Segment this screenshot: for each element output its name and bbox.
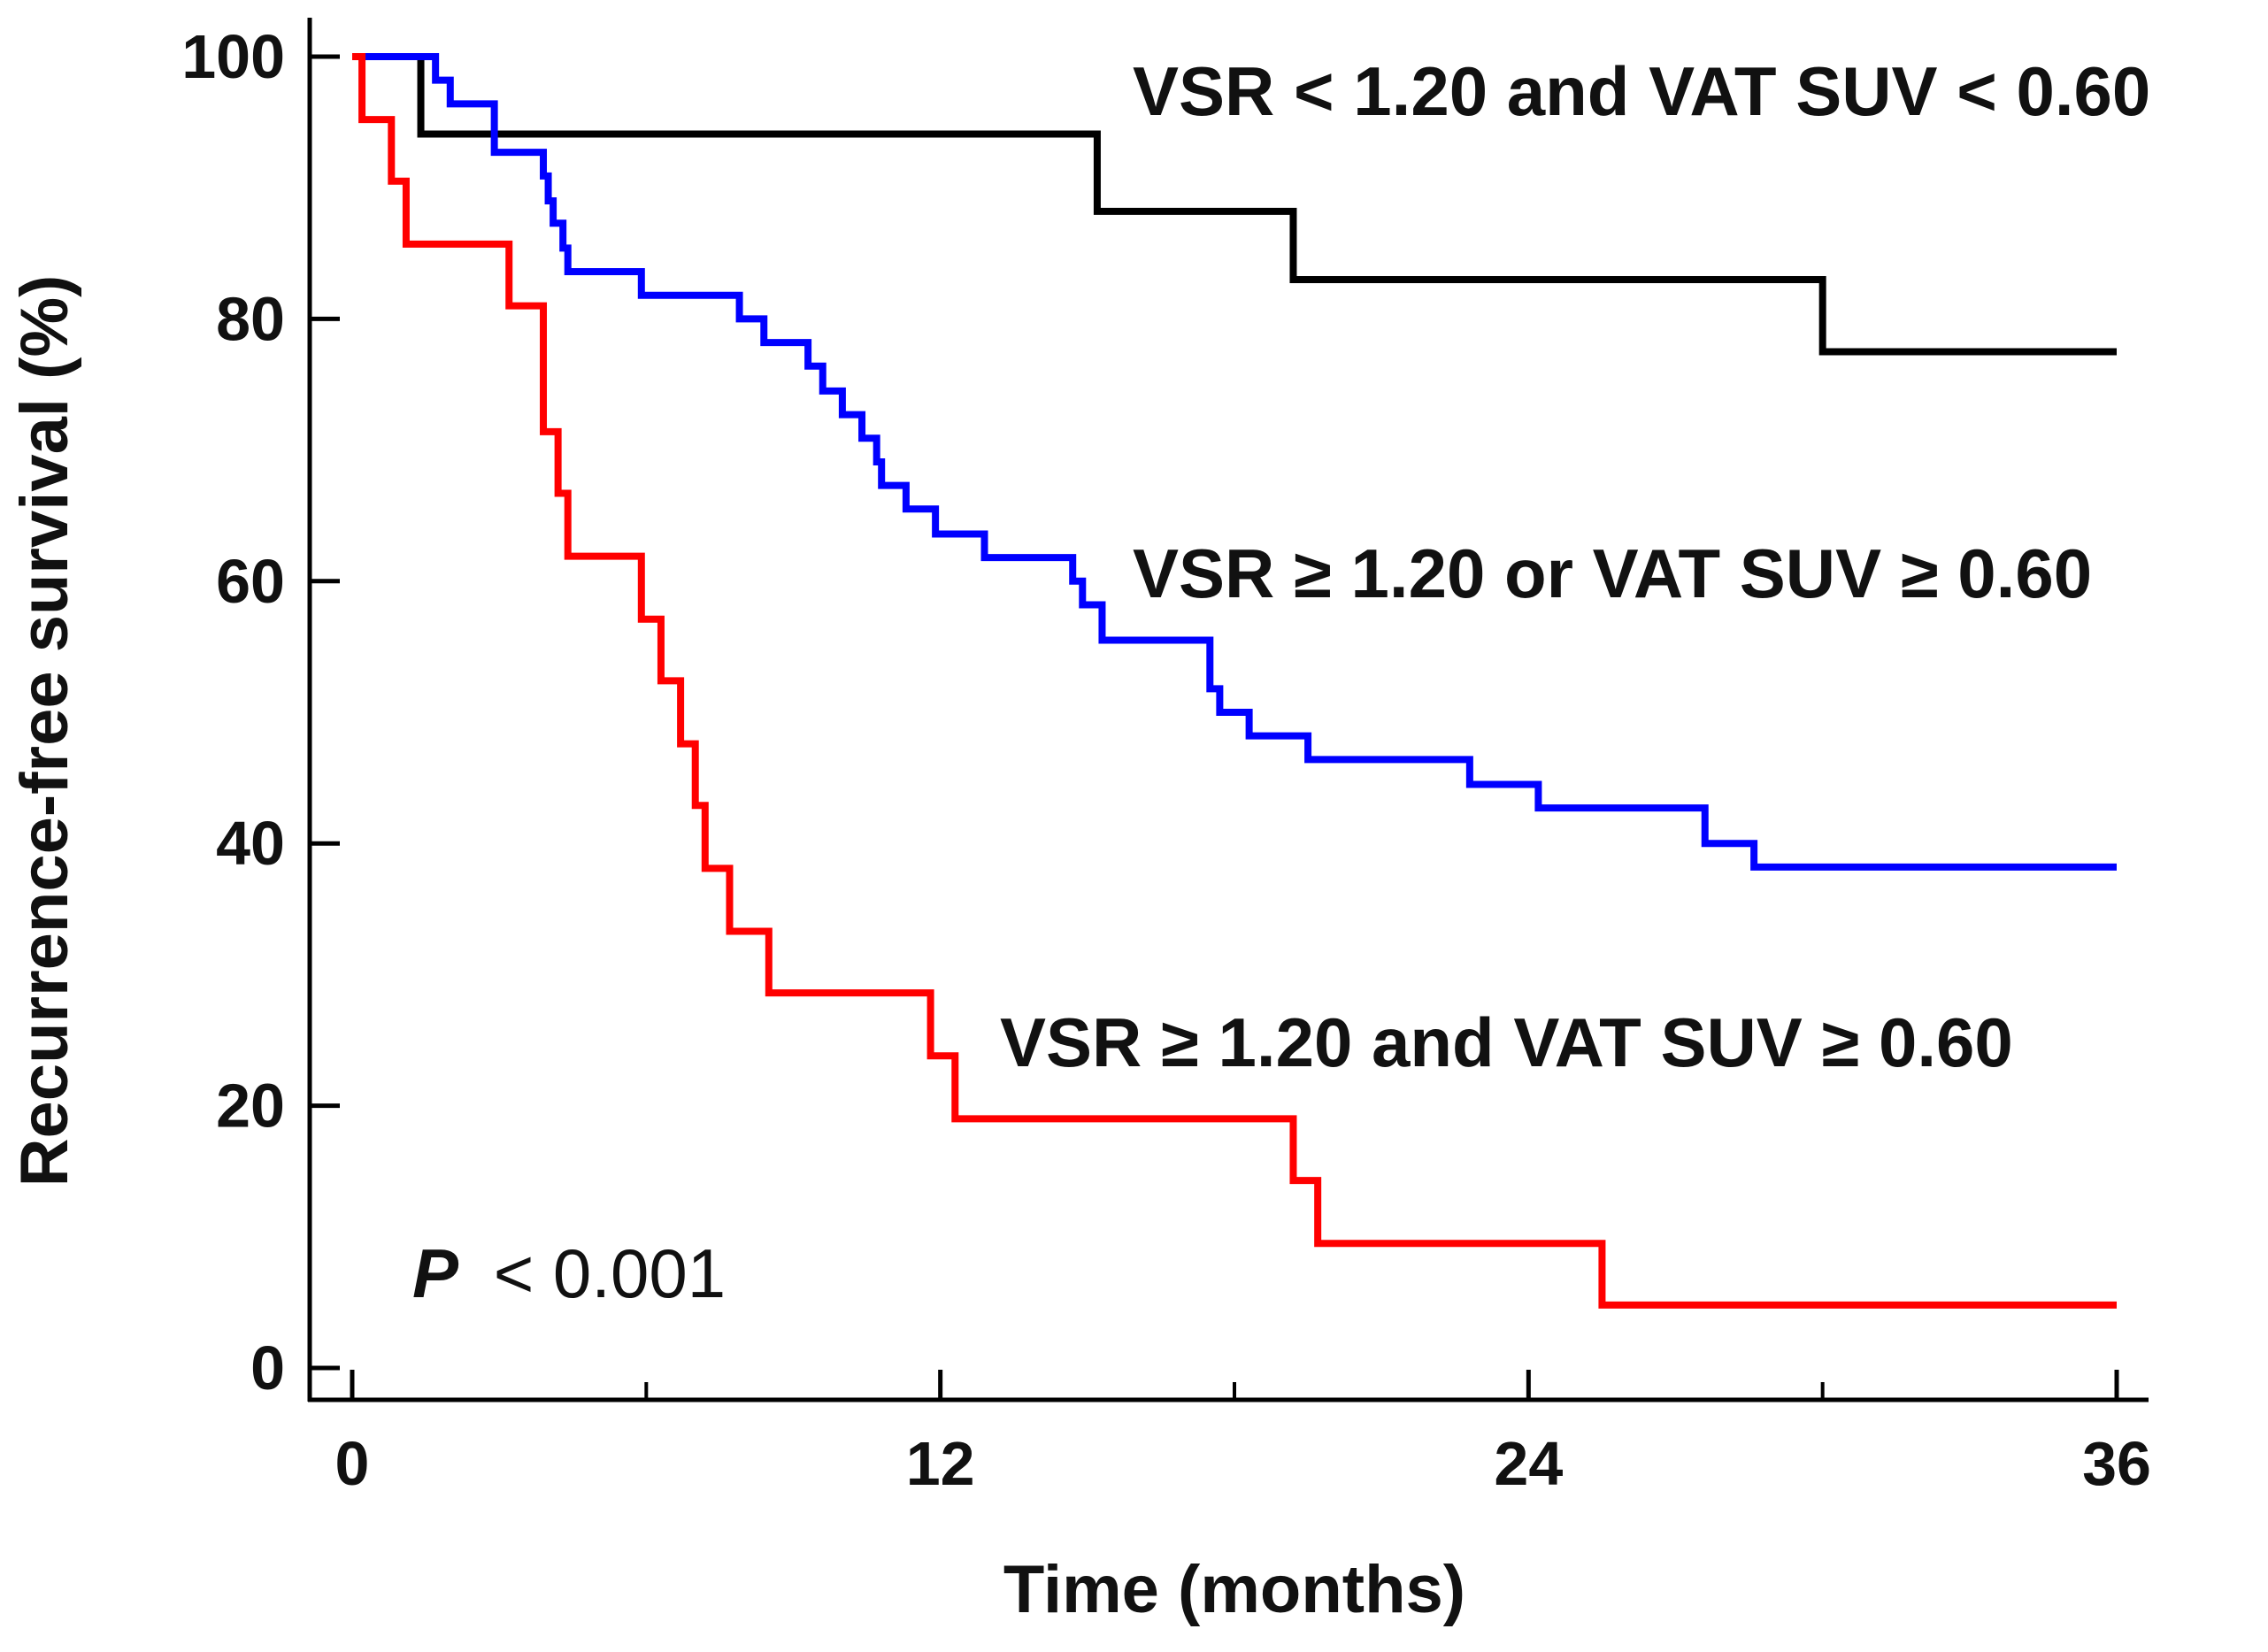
- y-axis-title: Recurrence-free survival (%): [7, 275, 82, 1187]
- x-tick-label: 12: [906, 1429, 975, 1498]
- p-value-annotation: P < 0.001: [412, 1234, 726, 1312]
- series-label-2: VSR ≥ 1.20 or VAT SUV ≥ 0.60: [1133, 534, 2092, 612]
- survival-curve-3: [352, 53, 2117, 1309]
- x-tick-label: 24: [1494, 1429, 1563, 1498]
- axes: [307, 18, 2149, 1402]
- series-label-1: VSR < 1.20 and VAT SUV < 0.60: [1133, 52, 2150, 130]
- series-label-3: VSR ≥ 1.20 and VAT SUV ≥ 0.60: [1000, 1003, 2013, 1081]
- series-lines: [352, 53, 2117, 1309]
- y-tick-label: 20: [216, 1072, 285, 1141]
- y-tick-label: 40: [216, 809, 285, 878]
- p-value-symbol: P: [412, 1234, 459, 1312]
- x-axis-title: Time (months): [1003, 1552, 1465, 1627]
- y-tick-label: 100: [181, 22, 285, 91]
- y-tick-label: 80: [216, 284, 285, 353]
- y-tick-label: 0: [250, 1333, 285, 1402]
- x-tick-label: 0: [335, 1429, 370, 1498]
- x-tick-label: 36: [2082, 1429, 2151, 1498]
- p-value-text: < 0.001: [494, 1234, 726, 1312]
- y-tick-label: 60: [216, 547, 285, 616]
- survival-curve-1: [352, 53, 2117, 356]
- survival-curve-2: [352, 53, 2117, 871]
- ticks: 0 20 40 60 80 100 0 12 24 36: [181, 22, 2151, 1498]
- series-labels: VSR < 1.20 and VAT SUV < 0.60 VSR ≥ 1.20 …: [1000, 52, 2150, 1081]
